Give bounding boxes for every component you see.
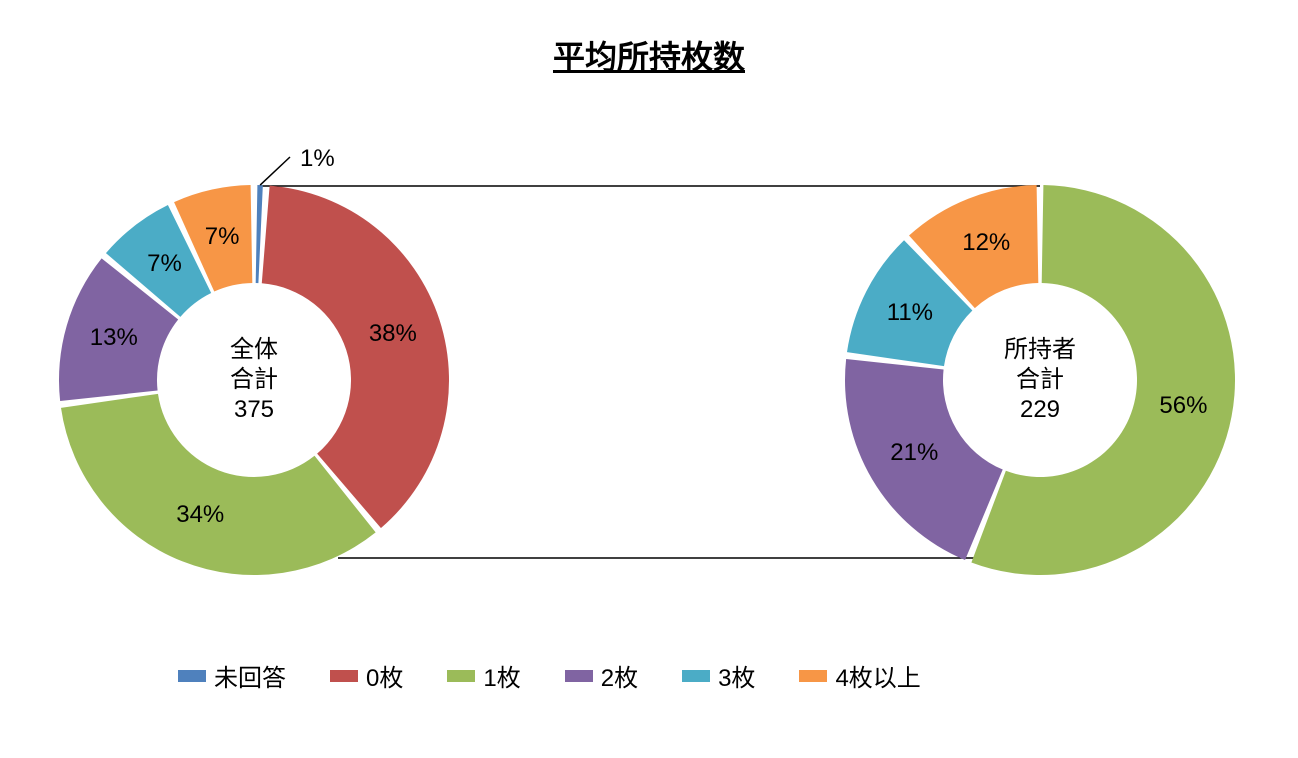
legend: 未回答 0枚 1枚 2枚 3枚 4枚以上: [178, 658, 921, 693]
left-slice-label-3枚: 7%: [135, 250, 195, 278]
right-slice-label-1枚: 56%: [1153, 392, 1213, 420]
legend-swatch-4枚以上: [799, 670, 827, 682]
legend-item-3枚: 3枚: [682, 658, 755, 693]
right-slice-label-3枚: 11%: [880, 299, 940, 327]
legend-label-未回答: 未回答: [214, 658, 286, 693]
legend-label-1枚: 1枚: [483, 658, 520, 693]
right-center-label: 所持者 合計 229: [943, 335, 1137, 425]
legend-label-4枚以上: 4枚以上: [835, 658, 920, 693]
legend-swatch-未回答: [178, 670, 206, 682]
right-slice-label-2枚: 21%: [884, 439, 944, 467]
left-slice-label-4枚以上: 7%: [192, 223, 252, 251]
legend-swatch-2枚: [565, 670, 593, 682]
right-slice-label-4枚以上: 12%: [956, 229, 1016, 257]
left-slice-label-未回答: 1%: [300, 145, 335, 173]
legend-label-0枚: 0枚: [366, 658, 403, 693]
legend-swatch-0枚: [330, 670, 358, 682]
legend-item-1枚: 1枚: [447, 658, 520, 693]
legend-item-4枚以上: 4枚以上: [799, 658, 920, 693]
legend-label-2枚: 2枚: [601, 658, 638, 693]
left-slice-label-2枚: 13%: [84, 324, 144, 352]
legend-item-2枚: 2枚: [565, 658, 638, 693]
legend-label-3枚: 3枚: [718, 658, 755, 693]
legend-item-0枚: 0枚: [330, 658, 403, 693]
legend-item-未回答: 未回答: [178, 658, 286, 693]
legend-swatch-3枚: [682, 670, 710, 682]
left-center-label: 全体 合計 375: [157, 335, 351, 425]
left-slice-label-1枚: 34%: [170, 501, 230, 529]
legend-swatch-1枚: [447, 670, 475, 682]
left-slice-label-0枚: 38%: [363, 320, 423, 348]
